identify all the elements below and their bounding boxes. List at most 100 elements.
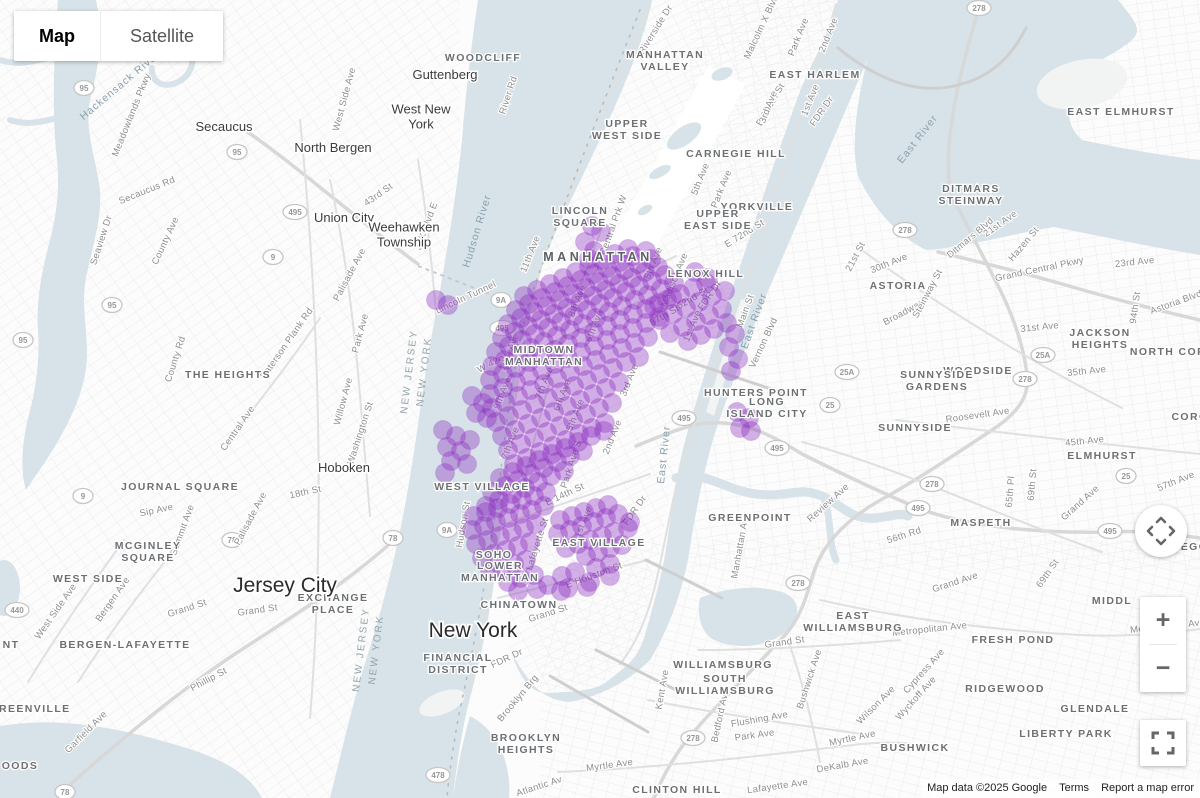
- svg-text:78: 78: [228, 536, 237, 545]
- map-label: LONG ISLAND CITY: [726, 396, 807, 420]
- route-shield: 95: [12, 331, 34, 349]
- map-label: Jersey City: [233, 574, 337, 597]
- hell-gate: [854, 0, 1200, 255]
- map-label: SOUTH WILLIAMSBURG: [675, 673, 775, 697]
- terms-link[interactable]: Terms: [1053, 778, 1096, 798]
- map-label: SOHO: [476, 549, 513, 561]
- route-shield: 440: [4, 601, 30, 619]
- svg-text:495: 495: [495, 324, 509, 333]
- map-label: Brooklyn Brg: [495, 673, 541, 724]
- map-label: New York: [429, 619, 518, 642]
- map-label: LOWER MANHATTAN: [461, 560, 539, 584]
- hudson-river: [330, 0, 652, 798]
- minus-icon: −: [1155, 654, 1171, 682]
- map-label: GLENDALE: [1061, 703, 1130, 715]
- satellite-button[interactable]: Satellite: [100, 11, 223, 61]
- svg-text:440: 440: [10, 606, 24, 615]
- map-label: CHINATOWN: [481, 599, 558, 611]
- map-label: LENOX HILL: [668, 268, 744, 280]
- zoom-in-button[interactable]: +: [1140, 597, 1186, 644]
- svg-text:495: 495: [911, 504, 925, 513]
- map-data-text: Map data ©2025 Google: [921, 778, 1054, 798]
- east-river: [512, 0, 886, 702]
- svg-text:278: 278: [1018, 375, 1032, 384]
- route-shield: 25A: [834, 363, 860, 381]
- svg-text:95: 95: [19, 336, 28, 345]
- map-label: MASPETH: [950, 517, 1011, 529]
- pan-up-icon: [1155, 516, 1167, 524]
- svg-text:278: 278: [972, 4, 986, 13]
- pan-control[interactable]: [1135, 505, 1187, 557]
- map-label: 45th Ave: [1065, 434, 1105, 449]
- route-shield: 495: [489, 319, 515, 337]
- report-error-link[interactable]: Report a map error: [1095, 778, 1200, 798]
- wallabout-bay: [698, 587, 798, 646]
- svg-text:478: 478: [431, 771, 445, 780]
- map-label: BUSHWICK: [881, 742, 950, 754]
- map-label: MANHATTAN: [543, 250, 653, 264]
- map-label: LIBERTY PARK: [1019, 728, 1112, 740]
- map-type-control: Map Satellite: [14, 11, 223, 61]
- road-layer: [27, 3, 1200, 798]
- route-shield: 9: [262, 248, 284, 266]
- divider: [1149, 644, 1177, 645]
- route-shield: 495: [1097, 522, 1123, 540]
- map-label: MIDTOWN MANHATTAN: [505, 344, 583, 368]
- pan-left-icon: [1146, 525, 1154, 537]
- route-shield: 78: [382, 529, 404, 547]
- route-shield: 278: [892, 221, 918, 239]
- map-label: WOODCLIFF: [445, 52, 521, 64]
- route-shield: 478: [425, 766, 451, 784]
- map-label: Union City: [314, 210, 374, 225]
- upper-bay: [0, 722, 262, 798]
- map-label: North Bergen: [294, 140, 371, 155]
- fullscreen-button[interactable]: [1140, 720, 1186, 766]
- map-label: Guttenberg: [412, 67, 477, 82]
- map-label: WEST SIDE: [53, 573, 123, 585]
- zoom-out-button[interactable]: −: [1140, 645, 1186, 692]
- svg-text:278: 278: [925, 480, 939, 489]
- svg-text:95: 95: [108, 301, 117, 310]
- map-label: ASTORIA: [870, 280, 927, 292]
- svg-text:25: 25: [826, 401, 835, 410]
- svg-text:495: 495: [1103, 527, 1117, 536]
- brooklyn-bridge: [548, 674, 650, 734]
- route-shield: 78: [54, 783, 76, 798]
- queensboro-bridge: [658, 350, 794, 398]
- state-boundary: [446, 9, 641, 798]
- svg-text:495: 495: [677, 414, 691, 423]
- reservoir: [666, 122, 702, 150]
- route-shield: 9A: [436, 521, 458, 539]
- map-label: 65th Pl: [1004, 476, 1018, 509]
- svg-text:495: 495: [288, 208, 302, 217]
- route-shield: 495: [282, 203, 308, 221]
- roosevelt-island: [706, 298, 748, 416]
- map-label: 69th St: [1026, 468, 1040, 501]
- svg-text:9A: 9A: [442, 526, 452, 535]
- map-label: OODS: [2, 760, 39, 772]
- route-shield: 278: [680, 729, 706, 747]
- map-label: FINANCIAL DISTRICT: [423, 652, 492, 676]
- map-button[interactable]: Map: [14, 11, 100, 61]
- route-shield: 278: [785, 574, 811, 592]
- svg-text:9: 9: [271, 253, 276, 262]
- route-shield: 95: [226, 143, 248, 161]
- map-label: UPPER EAST SIDE: [684, 208, 752, 232]
- svg-text:25A: 25A: [1036, 351, 1051, 360]
- data-dot-overlay[interactable]: [426, 216, 761, 601]
- map-label: RIDGEWOOD: [965, 683, 1045, 695]
- map-label: DITMARS STEINWAY: [938, 183, 1003, 207]
- map-label: JACKSON HEIGHTS: [1069, 327, 1130, 351]
- svg-text:95: 95: [80, 84, 89, 93]
- route-shields-layer: 95 95 95 95 495 495 495 495 495 495 9 9 9A 9A 78 78 78 27…: [4, 0, 1137, 798]
- svg-text:78: 78: [61, 788, 70, 797]
- map-label: EAST VILLAGE: [552, 537, 645, 549]
- route-shield: 25: [819, 396, 841, 414]
- map-label: WEST VILLAGE: [434, 481, 530, 493]
- map-label: HUNTERS POINT: [704, 387, 808, 399]
- williamsburg-bridge: [644, 558, 724, 600]
- map-label: MANHATTAN VALLEY: [626, 49, 704, 73]
- map-label: EAST WILLIAMSBURG: [803, 610, 903, 634]
